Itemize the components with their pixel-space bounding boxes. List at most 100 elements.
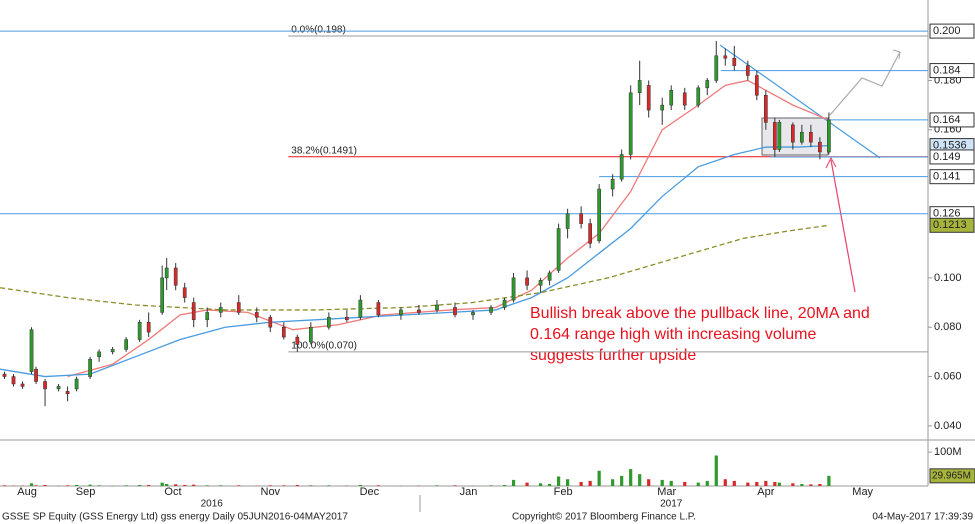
volume-bar: [773, 481, 777, 486]
candle-body: [295, 336, 300, 345]
candle-body: [511, 277, 516, 301]
price-tag: [929, 217, 975, 233]
pullback-line: [719, 44, 881, 159]
volume-bar: [547, 483, 552, 486]
candle-body: [471, 312, 475, 316]
pointer-arrowhead: [825, 156, 837, 169]
candle-body: [809, 132, 813, 143]
pointer-arrow: [830, 159, 856, 293]
fib-label: 38.2%(0.1491): [291, 145, 357, 156]
price-tag-label: 0.164: [933, 114, 961, 126]
candle-body: [173, 267, 178, 286]
candle-body: [772, 122, 777, 150]
candle-body: [124, 339, 128, 350]
volume-bar: [557, 476, 561, 486]
y-tick-label: 0.040: [934, 420, 962, 432]
candle-body: [791, 124, 795, 143]
volume-bar: [2, 485, 7, 486]
volume-bar: [376, 485, 381, 486]
volume-bar: [818, 483, 822, 486]
volume-bar: [647, 479, 651, 486]
candle-body: [732, 57, 737, 66]
volume-bar: [638, 474, 642, 486]
volume-tag-label: 29.965M: [932, 470, 971, 481]
volume-bar: [205, 485, 209, 486]
candle-body: [538, 280, 543, 286]
volume-bar: [611, 479, 615, 486]
candle-body: [579, 213, 583, 224]
price-tag-label: 0.184: [933, 64, 961, 76]
candle-body: [745, 65, 750, 76]
candle-body: [137, 322, 142, 340]
footer-left: GSSE SP Equity (GSS Energy Ltd) gss ener…: [2, 512, 348, 523]
candle-body: [646, 85, 651, 111]
candle-body: [556, 228, 561, 271]
x-tick-label: Sep: [76, 486, 96, 498]
volume-bar: [732, 480, 736, 486]
volume-bar: [327, 485, 331, 486]
candle-body: [218, 307, 223, 313]
volume-bar: [29, 483, 34, 486]
volume-bar: [538, 483, 543, 486]
candle-body: [345, 317, 349, 321]
y-tick-label: 0.100: [934, 272, 962, 284]
x-tick-label: May: [852, 486, 873, 498]
candle-body: [146, 322, 151, 333]
volume-bar: [358, 484, 362, 486]
moving-average: [0, 224, 829, 311]
volume-bar: [579, 481, 583, 486]
price-tag: [929, 169, 975, 185]
price-tag-label: 0.1536: [933, 139, 967, 151]
price-tag-label: 0.200: [933, 25, 961, 37]
volume-bar: [282, 485, 286, 486]
volume-bar: [777, 482, 781, 486]
price-tag: [929, 63, 975, 79]
volume-bar: [237, 485, 241, 486]
volume-bar: [669, 480, 673, 486]
volume-bar: [88, 484, 92, 486]
candle-body: [588, 223, 592, 244]
volume-bar: [97, 485, 101, 486]
candle-body: [777, 122, 782, 150]
candle-body: [308, 326, 313, 343]
volume-bar: [295, 484, 299, 486]
candle-body: [525, 277, 529, 286]
volume-bar: [160, 482, 164, 486]
candle-body: [358, 299, 363, 318]
volume-bar: [746, 482, 750, 486]
x-tick-label: Dec: [360, 486, 380, 498]
annotation: Bullish break above the pullback line, 2…: [530, 305, 870, 322]
candle-body: [43, 381, 47, 390]
x-tick-label: Oct: [164, 486, 181, 498]
volume-bar: [800, 483, 804, 486]
candle-body: [547, 272, 552, 281]
candle-body: [453, 307, 457, 316]
x-tick-label: Jan: [460, 486, 478, 498]
candle-body: [2, 373, 7, 377]
year-label: 2016: [201, 499, 224, 510]
x-tick-label: Aug: [17, 486, 37, 498]
volume-bar: [723, 479, 727, 486]
candle-body: [281, 326, 286, 338]
volume-bar: [597, 470, 601, 486]
candle-body: [74, 378, 79, 390]
candle-body: [327, 317, 331, 328]
candle-body: [205, 312, 210, 321]
price-tag-label: 0.141: [933, 171, 961, 183]
annotation: 0.164 range high with increasing volume: [530, 326, 817, 343]
candle-body: [34, 368, 38, 382]
volume-bar: [827, 475, 831, 486]
candle-body: [565, 213, 570, 229]
fib-label: 100.0%(0.070): [291, 341, 357, 352]
candle-body: [637, 80, 642, 94]
volume-bar: [566, 479, 570, 486]
candle-body: [705, 80, 710, 89]
price-tag-label: 0.149: [933, 151, 961, 163]
x-tick-label: Mar: [657, 486, 676, 498]
volume-bar: [65, 485, 70, 486]
year-label: 2017: [660, 499, 683, 510]
volume-bar: [192, 484, 196, 486]
candle-body: [11, 376, 16, 385]
volume-bar: [219, 485, 223, 486]
